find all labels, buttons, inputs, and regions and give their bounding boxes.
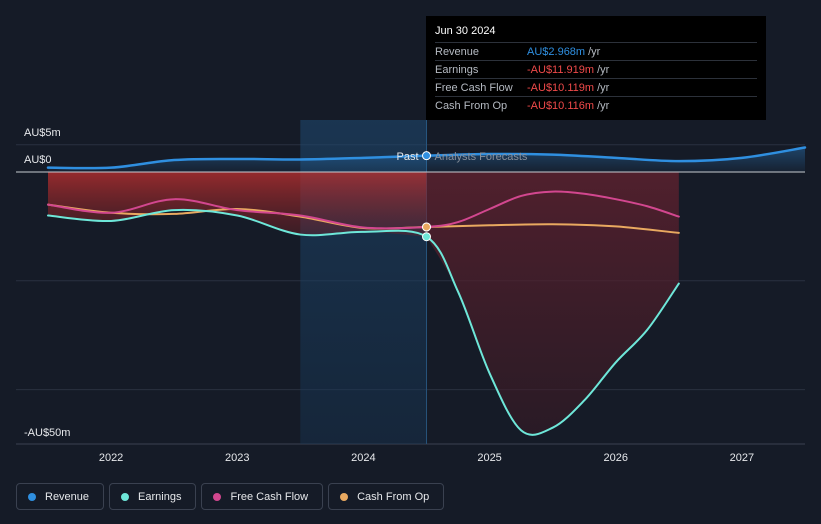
area-fills (48, 147, 805, 435)
earnings-line (47, 208, 680, 436)
earnings-area-past (48, 172, 427, 237)
tooltip-value: -AU$10.119m (527, 81, 595, 94)
earnings-marker (422, 232, 431, 242)
x-tick-label: 2023 (225, 452, 249, 464)
tooltip-row-free-cash-flow: Free Cash Flow -AU$10.119m /yr (435, 78, 757, 96)
legend-item-free-cash-flow[interactable]: Free Cash Flow (201, 483, 324, 510)
x-tick-label: 2027 (730, 452, 754, 464)
y-axis-label-zero: AU$0 (24, 154, 52, 166)
tooltip-row-cash-from-op: Cash From Op -AU$10.116m /yr (435, 96, 757, 114)
legend-item-earnings[interactable]: Earnings (109, 483, 197, 510)
y-axis-label-bottom: -AU$50m (24, 427, 70, 439)
legend-dot-icon (340, 492, 349, 501)
legend: Revenue Earnings Free Cash Flow Cash Fro… (16, 483, 445, 510)
tooltip-label: Cash From Op (435, 99, 508, 112)
x-tick-label: 2025 (477, 452, 501, 464)
tooltip-label: Revenue (435, 45, 480, 58)
x-tick-label: 2022 (99, 452, 123, 464)
tooltip-unit: /yr (597, 81, 610, 94)
axis-labels: AU$5m AU$0 -AU$50m 2022 2023 2024 2025 2026 2027… (24, 127, 754, 464)
tooltip-label: Earnings (435, 63, 479, 76)
earnings-area-forecast (426, 172, 679, 435)
hover-markers (422, 151, 431, 242)
legend-label: Earnings (138, 490, 182, 503)
y-axis-label-top: AU$5m (24, 127, 61, 139)
tooltip-date: Jun 30 2024 (435, 25, 496, 37)
legend-dot-icon (213, 492, 222, 501)
legend-item-revenue[interactable]: Revenue (16, 483, 105, 510)
tooltip-unit: /yr (597, 63, 610, 76)
tooltip-value: AU$2.968m (527, 45, 586, 58)
past-label: Past (396, 151, 418, 163)
tooltip-value: -AU$10.116m (527, 99, 595, 112)
revenue-marker (422, 151, 431, 161)
tooltip-unit: /yr (588, 45, 601, 58)
tooltip-unit: /yr (597, 99, 610, 112)
tooltip-row-revenue: Revenue AU$2.968m /yr (435, 42, 757, 60)
legend-dot-icon (121, 492, 130, 501)
legend-label: Cash From Op (357, 490, 430, 503)
x-tick-label: 2026 (604, 452, 628, 464)
tooltip-value: -AU$11.919m (527, 63, 595, 76)
tooltip-row-earnings: Earnings -AU$11.919m /yr (435, 60, 757, 78)
cash-from-op-marker (422, 222, 431, 232)
forecast-label: Analysts Forecasts (435, 151, 528, 163)
legend-label: Revenue (45, 490, 90, 503)
tooltip-label: Free Cash Flow (435, 81, 513, 94)
legend-dot-icon (28, 492, 36, 501)
x-tick-label: 2024 (351, 452, 375, 464)
free-cash-flow-line (47, 190, 680, 230)
tooltip: Jun 30 2024 Revenue AU$2.968m /yr Earnin… (426, 16, 766, 120)
legend-label: Free Cash Flow (230, 490, 309, 503)
legend-item-cash-from-op[interactable]: Cash From Op (328, 483, 445, 510)
